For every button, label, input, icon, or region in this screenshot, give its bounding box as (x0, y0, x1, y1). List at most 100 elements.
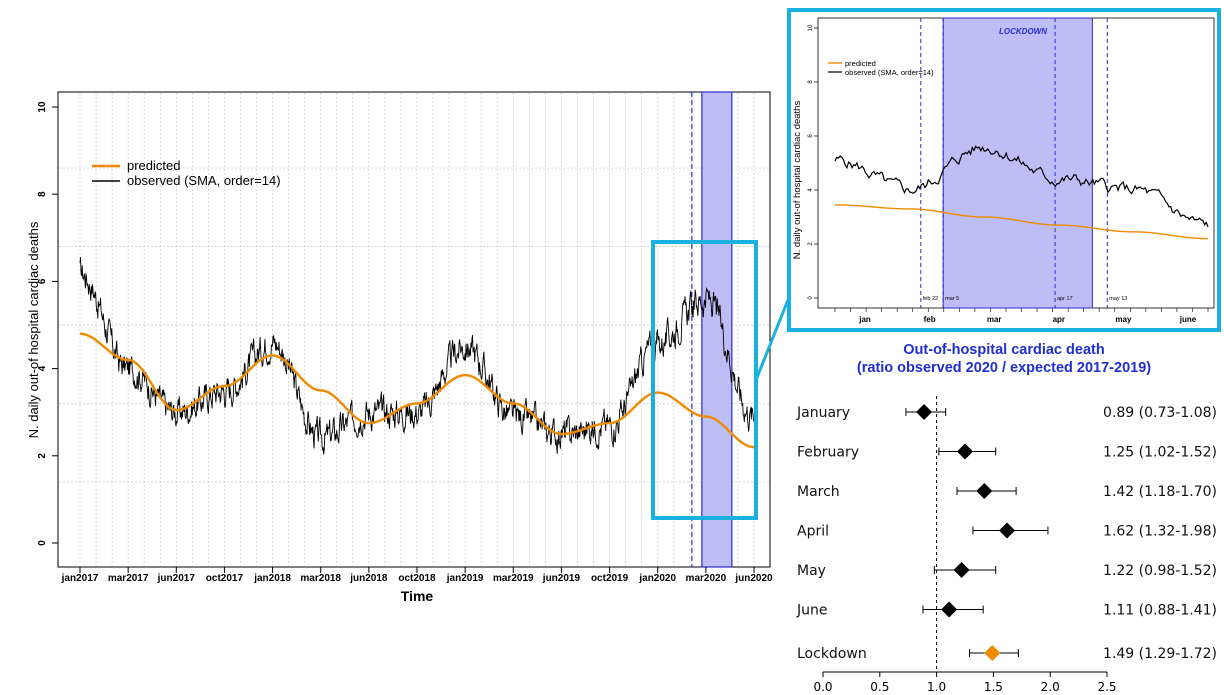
forest-estimate-marker (999, 522, 1016, 539)
main-y-tick-label: 4 (37, 365, 48, 371)
forest-row-label: May (797, 563, 826, 579)
forest-x-tick-label: 2.5 (1097, 680, 1116, 694)
main-x-tick-label: mar2017 (108, 573, 149, 584)
inset-y-tick-label: 8 (808, 80, 814, 84)
main-x-axis-label: Time (401, 588, 434, 604)
forest-estimate-marker (957, 443, 973, 460)
inset-y-axis-label: N. daily out-of hospital cardiac deaths (792, 101, 803, 260)
inset-x-tick-label: apr (1053, 315, 1065, 324)
observed-series-line (79, 256, 755, 455)
inset-date-label: apr 17 (1057, 296, 1073, 302)
forest-row-label: February (797, 445, 859, 461)
inset-y-tick-label: 6 (808, 134, 814, 138)
forest-row-value: 1.25 (1.02-1.52) (1103, 445, 1217, 461)
main-y-tick-labels: 0 2 4 6 8 10 (37, 101, 58, 546)
main-x-tick-label: jan2020 (638, 573, 676, 584)
forest-plot: Out-of-hospital cardiac death (ratio obs… (796, 342, 1217, 694)
inset-date-label: mar 5 (945, 296, 959, 302)
forest-subtitle: (ratio observed 2020 / expected 2017-201… (857, 360, 1151, 376)
inset-observed-line (834, 145, 1209, 228)
forest-row-february: February 1.25 (1.02-1.52) (797, 443, 1217, 461)
forest-row-value: 1.22 (0.98-1.52) (1103, 563, 1217, 579)
forest-row-january: January 0.89 (0.73-1.08) (796, 404, 1217, 421)
main-y-tick-label: 10 (37, 101, 48, 113)
forest-row-june: June 1.11 (0.88-1.41) (796, 601, 1217, 619)
inset-x-tick-label: jan (858, 315, 871, 324)
forest-row-value: 1.62 (1.32-1.98) (1103, 524, 1217, 540)
zoom-connector-line (754, 299, 790, 381)
forest-estimate-marker (916, 404, 933, 420)
main-x-tick-label: jan2018 (253, 573, 291, 584)
forest-x-tick-label: 2.0 (1041, 680, 1060, 694)
forest-row-label: Lockdown (797, 646, 867, 662)
forest-estimate-marker (953, 562, 970, 578)
main-legend: predicted observed (SMA, order=14) (92, 158, 281, 188)
forest-row-value: 1.42 (1.18-1.70) (1103, 484, 1217, 500)
inset-lockdown-annotation: LOCKDOWN (999, 27, 1047, 36)
main-x-tick-label: jan2017 (61, 573, 99, 584)
inset-y-tick-label: 4 (808, 188, 814, 192)
main-x-tick-label: mar2018 (300, 573, 341, 584)
forest-x-tick-label: 1.5 (984, 680, 1003, 694)
inset-x-tick-labels: jan feb mar apr may june (834, 308, 1209, 324)
forest-row-may: May 1.22 (0.98-1.52) (797, 562, 1217, 579)
main-y-tick-label: 0 (37, 540, 48, 546)
inset-x-tick-label: mar (987, 315, 1002, 324)
main-x-tick-label: jun2020 (734, 573, 773, 584)
main-y-axis-label: N. daily out-of hospital cardiac deaths (26, 221, 41, 438)
forest-row-lockdown: Lockdown 1.49 (1.29-1.72) (797, 645, 1217, 662)
main-x-tick-label: jun2018 (349, 573, 388, 584)
inset-y-tick-label: 2 (808, 242, 814, 246)
forest-x-tick-label: 0.0 (813, 680, 832, 694)
main-y-tick-label: 2 (37, 453, 48, 459)
lockdown-band (701, 91, 733, 568)
main-x-tick-label: jan2019 (446, 573, 484, 584)
forest-row-label: April (797, 524, 829, 540)
forest-row-value: 0.89 (0.73-1.08) (1103, 405, 1217, 421)
forest-row-value: 1.11 (0.88-1.41) (1103, 603, 1217, 619)
forest-estimate-marker (941, 601, 958, 618)
inset-predicted-line (834, 204, 1208, 240)
forest-row-march: March 1.42 (1.18-1.70) (797, 483, 1217, 500)
inset-date-label: feb 22 (923, 296, 938, 302)
main-y-tick-label: 8 (37, 191, 48, 197)
main-y-tick-label: 6 (37, 278, 48, 284)
predicted-series-line (79, 332, 755, 449)
main-x-tick-label: mar2019 (493, 573, 534, 584)
inset-date-lines: feb 22 mar 5 apr 17 may 13 (920, 18, 1127, 308)
forest-row-label: March (797, 484, 840, 500)
main-x-tick-label: jun2017 (157, 573, 196, 584)
inset-zoom-chart: feb 22 mar 5 apr 17 may 13 LOCKDOWN 0 2 4 6 8 10… (787, 8, 1221, 332)
main-plot-frame (57, 91, 771, 568)
inset-y-tick-label: 0 (808, 296, 814, 300)
main-x-tick-label: jun2019 (542, 573, 581, 584)
inset-date-label: may 13 (1109, 296, 1127, 302)
main-x-tick-label: mar2020 (686, 573, 727, 584)
forest-row-value: 1.49 (1.29-1.72) (1103, 646, 1217, 662)
inset-legend: predicted observed (SMA, order=14) (828, 59, 934, 77)
forest-title: Out-of-hospital cardiac death (903, 342, 1104, 358)
inset-y-tick-labels: 0 2 4 6 8 10 (808, 24, 818, 300)
inset-lockdown-band (942, 17, 1093, 309)
main-x-tick-labels: jan2017 mar2017 jun2017 oct2017 jan2018 mar20… (61, 567, 773, 584)
forest-row-label: June (796, 603, 828, 619)
main-x-tick-label: oct2017 (206, 573, 244, 584)
main-x-tick-label: oct2018 (398, 573, 436, 584)
inset-y-tick-label: 10 (808, 24, 814, 31)
forest-x-tick-label: 1.0 (927, 680, 946, 694)
legend-label-observed: observed (SMA, order=14) (127, 173, 281, 188)
forest-estimate-marker (976, 483, 993, 499)
forest-x-axis: 0.0 0.5 1.0 1.5 2.0 2.5 (813, 671, 1117, 694)
forest-row-april: April 1.62 (1.32-1.98) (797, 522, 1217, 540)
forest-rows: January 0.89 (0.73-1.08) February 1.25 (1.0… (796, 404, 1217, 662)
inset-legend-label-observed: observed (SMA, order=14) (845, 68, 934, 77)
forest-x-tick-label: 0.5 (870, 680, 889, 694)
main-x-tick-label: oct2019 (591, 573, 629, 584)
inset-x-tick-label: june (1179, 315, 1197, 324)
inset-x-tick-label: feb (924, 315, 936, 324)
inset-legend-label-predicted: predicted (845, 59, 876, 68)
forest-estimate-marker (984, 645, 1001, 661)
inset-x-tick-label: may (1115, 315, 1132, 324)
